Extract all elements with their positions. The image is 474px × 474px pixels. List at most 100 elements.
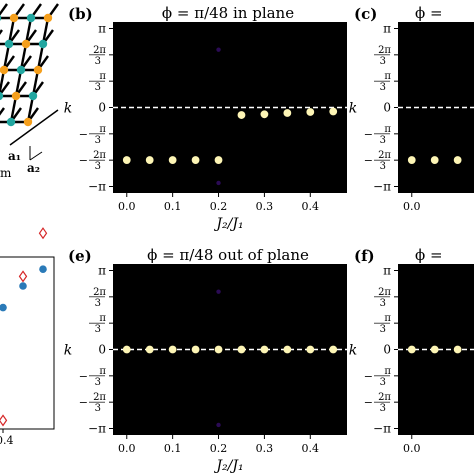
ytick-numerator: 2π (93, 150, 106, 161)
panel-b-title: ϕ = π/48 in plane (162, 4, 294, 22)
ylabel-k: k (349, 343, 357, 359)
ytick-denominator: 3 (380, 82, 386, 93)
ytick-label: 0 (383, 101, 391, 115)
ytick-denominator: 3 (380, 135, 386, 146)
data-point (191, 345, 200, 354)
panel-d-frame (0, 256, 55, 430)
lattice-label-m: m (0, 166, 12, 180)
ytick-denominator: 3 (380, 298, 386, 309)
data-point (191, 156, 200, 164)
panel-e-letter: (e) (68, 247, 92, 265)
ytick-denominator: 3 (95, 403, 101, 414)
ytick-numerator: π (384, 71, 391, 82)
data-point (214, 156, 223, 164)
lattice-site (43, 13, 53, 23)
lattice-site (0, 91, 4, 101)
ytick-numerator: 2π (378, 392, 391, 403)
lattice-bond (0, 69, 6, 97)
lattice-site (33, 65, 43, 75)
xtick-label: 0.3 (256, 200, 274, 213)
data-point (453, 156, 462, 164)
ytick-denominator: 3 (95, 324, 101, 335)
ylabel-k: k (349, 101, 357, 117)
lattice-bond (24, 17, 33, 45)
faint-point (216, 180, 221, 186)
lattice-site (38, 39, 48, 49)
ytick-label: 0 (98, 343, 106, 357)
xtick-label: 0.4 (302, 442, 320, 455)
data-point (430, 345, 439, 354)
lattice-bond (19, 43, 28, 71)
ytick-denominator: 3 (380, 56, 386, 67)
panel-d-xtick: 0.4 (0, 434, 14, 447)
xtick-label: 0.4 (302, 200, 320, 213)
panel-e-title: ϕ = π/48 out of plane (147, 246, 309, 264)
data-point (168, 345, 177, 354)
xtick-label: 0.2 (210, 442, 228, 455)
ytick-sign: − (364, 128, 373, 141)
data-point (407, 345, 416, 354)
faint-point (216, 47, 221, 52)
xlabel: J₂/J₁ (213, 216, 243, 232)
lattice-bond (7, 17, 16, 45)
ytick-denominator: 3 (380, 403, 386, 414)
ytick-label: π (98, 263, 106, 277)
data-point (122, 156, 131, 164)
faint-point (216, 422, 221, 428)
data-point (329, 107, 338, 116)
lattice-label-a1: a₁ (8, 149, 21, 163)
ytick-denominator: 3 (95, 82, 101, 93)
data-point (145, 156, 154, 164)
ytick-numerator: 2π (93, 45, 106, 56)
ytick-denominator: 3 (95, 135, 101, 146)
lattice-bond (26, 95, 35, 123)
ytick-label: 0 (98, 101, 106, 115)
lattice-bond (0, 3, 8, 16)
xtick-label: 0.0 (118, 442, 136, 455)
panel-f-title: ϕ = (415, 246, 443, 264)
ytick-numerator: π (99, 366, 106, 377)
ytick-label: 0 (383, 343, 391, 357)
panel-d-point-diamond (0, 414, 8, 427)
data-point (260, 110, 269, 119)
data-point (430, 156, 439, 164)
data-point (122, 345, 131, 354)
data-point (329, 345, 338, 354)
lattice-site (6, 117, 16, 127)
lattice-bond (41, 17, 50, 45)
ytick-sign: − (79, 396, 88, 409)
ytick-denominator: 3 (95, 377, 101, 388)
ylabel-k: k (64, 101, 72, 117)
panel-c-title: ϕ = (415, 4, 443, 22)
ytick-numerator: 2π (378, 45, 391, 56)
ytick-sign: − (364, 370, 373, 383)
lattice-bond (14, 69, 23, 97)
xtick-label: 0.0 (403, 200, 421, 213)
lattice-bond (2, 43, 11, 71)
panel-d-point-diamond (18, 270, 28, 283)
data-point (283, 109, 292, 117)
ytick-numerator: 2π (378, 150, 391, 161)
lattice-site (28, 91, 38, 101)
panel-d-point-diamond (38, 227, 48, 240)
ytick-label: π (98, 21, 106, 35)
ytick-label: −π (88, 422, 106, 436)
xtick-label: 0.3 (256, 442, 274, 455)
ytick-numerator: π (99, 313, 106, 324)
xtick-label: 0.0 (403, 442, 421, 455)
ytick-numerator: π (384, 366, 391, 377)
lattice-site (0, 15, 2, 21)
ytick-numerator: π (99, 71, 106, 82)
panel-d-point-circle (19, 282, 27, 290)
xtick-label: 0.0 (118, 200, 136, 213)
ytick-sign: − (79, 154, 88, 167)
ytick-denominator: 3 (95, 56, 101, 67)
data-point (407, 156, 416, 164)
ytick-label: π (383, 21, 391, 35)
ylabel-k: k (64, 343, 72, 359)
